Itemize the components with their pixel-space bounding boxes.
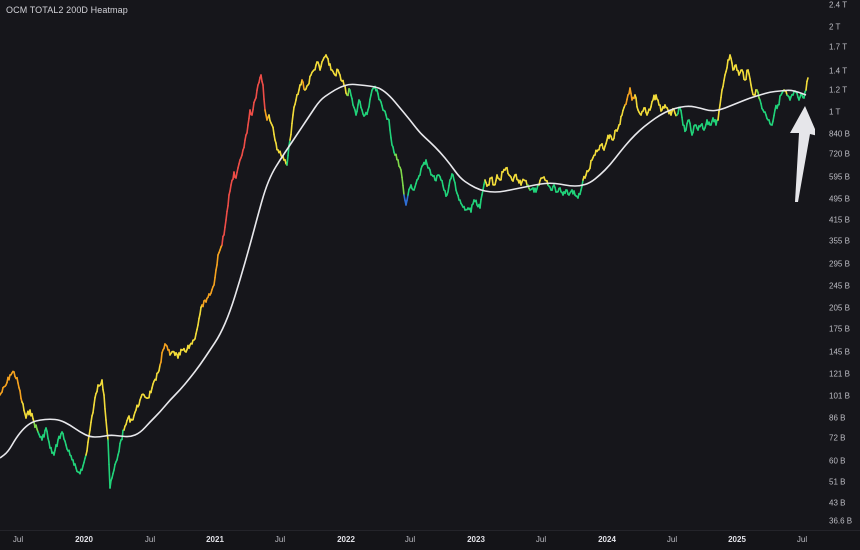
y-tick-label: 1.4 T [829, 67, 847, 76]
y-tick-label: 72 B [829, 434, 845, 443]
x-tick-month-label: Jul [667, 535, 677, 544]
y-tick-label: 720 B [829, 150, 850, 159]
y-tick-label: 175 B [829, 325, 850, 334]
ma-200d-line [0, 84, 806, 458]
x-axis[interactable]: Jul 2020 Jul 2021 Jul 2022 Jul 2023 Jul 2024 Jul 20… [0, 530, 860, 550]
y-tick-label: 121 B [829, 370, 850, 379]
y-tick-label: 1.2 T [829, 86, 847, 95]
y-tick-label: 2.4 T [829, 1, 847, 10]
y-tick-label: 595 B [829, 173, 850, 182]
y-tick-label: 1 T [829, 108, 840, 117]
x-tick-year-label: 2022 [337, 535, 355, 544]
x-tick-month-label: Jul [145, 535, 155, 544]
x-tick-month-label: Jul [536, 535, 546, 544]
y-tick-label: 60 B [829, 457, 845, 466]
y-tick-label: 245 B [829, 282, 850, 291]
y-tick-label: 415 B [829, 216, 850, 225]
y-tick-label: 51 B [829, 478, 845, 487]
y-tick-label: 495 B [829, 195, 850, 204]
y-tick-label: 145 B [829, 348, 850, 357]
y-tick-label: 355 B [829, 237, 850, 246]
x-tick-month-label: Jul [405, 535, 415, 544]
up-arrow-icon [790, 106, 815, 202]
x-tick-month-label: Jul [275, 535, 285, 544]
y-axis[interactable]: 2.4 T 2 T 1.7 T 1.4 T 1.2 T 1 T 840 B 720 B 595 … [815, 0, 860, 530]
y-tick-label: 205 B [829, 304, 850, 313]
x-tick-year-label: 2024 [598, 535, 616, 544]
y-tick-label: 2 T [829, 23, 840, 32]
y-tick-label: 43 B [829, 499, 845, 508]
y-tick-label: 1.7 T [829, 43, 847, 52]
y-tick-label: 101 B [829, 392, 850, 401]
x-tick-year-label: 2020 [75, 535, 93, 544]
chart-title: OCM TOTAL2 200D Heatmap [6, 5, 128, 15]
y-tick-label: 840 B [829, 130, 850, 139]
price-heatmap-chart [0, 0, 815, 530]
x-tick-month-label: Jul [13, 535, 23, 544]
plot-area[interactable] [0, 0, 815, 530]
x-tick-year-label: 2025 [728, 535, 746, 544]
y-tick-label: 36.6 B [829, 517, 852, 526]
x-tick-year-label: 2021 [206, 535, 224, 544]
x-tick-month-label: Jul [797, 535, 807, 544]
x-tick-year-label: 2023 [467, 535, 485, 544]
price-line [0, 55, 808, 488]
y-tick-label: 295 B [829, 260, 850, 269]
y-tick-label: 86 B [829, 414, 845, 423]
